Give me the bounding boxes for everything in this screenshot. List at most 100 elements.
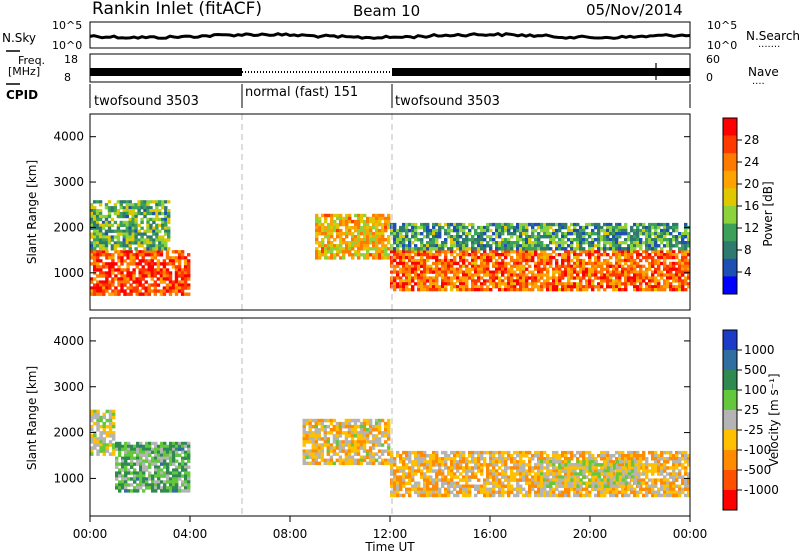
heatmap-cell xyxy=(375,256,379,260)
heatmap-cell xyxy=(636,241,640,245)
heatmap-cell xyxy=(663,267,667,271)
heatmap-cell xyxy=(377,443,382,447)
heatmap-cell xyxy=(474,484,478,488)
heatmap-cell xyxy=(149,244,153,248)
heatmap-cell xyxy=(525,450,529,455)
heatmap-cell xyxy=(492,241,496,245)
heatmap-cell xyxy=(369,247,373,251)
heatmap-cell xyxy=(93,277,97,281)
heatmap-cell xyxy=(630,250,634,254)
cpid-label: CPID xyxy=(6,88,38,102)
heatmap-cell xyxy=(402,222,406,227)
heatmap-cell xyxy=(678,457,682,461)
heatmap-cell xyxy=(504,264,508,268)
heatmap-cell xyxy=(480,241,484,245)
heatmap-cell xyxy=(166,474,170,478)
heatmap-cell xyxy=(408,490,412,495)
heatmap-cell xyxy=(187,268,191,272)
heatmap-cell xyxy=(507,457,511,461)
heatmap-cell xyxy=(516,282,520,286)
heatmap-cell xyxy=(308,437,312,441)
heatmap-cell xyxy=(516,228,520,233)
heatmap-cell xyxy=(405,285,409,289)
heatmap-cell xyxy=(105,256,109,260)
heatmap-cell xyxy=(552,250,556,254)
heatmap-cell xyxy=(160,468,164,472)
heatmap-cell xyxy=(381,253,385,257)
heatmap-cell xyxy=(489,253,493,257)
heatmap-cell xyxy=(378,241,382,245)
heatmap-cell xyxy=(429,493,433,498)
heatmap-cell xyxy=(148,474,152,478)
heatmap-cell xyxy=(618,463,622,467)
heatmap-cell xyxy=(150,253,154,257)
heatmap-cell xyxy=(108,415,113,420)
heatmap-cell xyxy=(371,440,376,444)
heatmap-cell xyxy=(663,261,667,266)
heatmap-cell xyxy=(606,450,610,455)
heatmap-cell xyxy=(168,280,173,284)
colorbar-block xyxy=(723,135,737,154)
heatmap-cell xyxy=(95,238,100,242)
heatmap-cell xyxy=(354,213,358,218)
heatmap-cell xyxy=(371,455,376,459)
heatmap-cell xyxy=(681,288,685,292)
heatmap-cell xyxy=(426,222,430,227)
heatmap-cell xyxy=(323,440,327,444)
heatmap-cell xyxy=(588,273,592,277)
heatmap-cell xyxy=(122,223,126,227)
heatmap-cell xyxy=(513,258,517,263)
heatmap-cell xyxy=(585,270,589,274)
heatmap-cell xyxy=(591,232,595,236)
heatmap-cell xyxy=(336,216,340,221)
heatmap-cell xyxy=(438,270,442,274)
heatmap-cell xyxy=(651,478,655,482)
heatmap-cell xyxy=(339,219,343,224)
heatmap-cell xyxy=(654,282,658,286)
heatmap-cell xyxy=(501,225,505,230)
heatmap-cell xyxy=(315,250,319,254)
heatmap-cell xyxy=(465,469,469,473)
heatmap-cell xyxy=(402,261,406,266)
heatmap-cell xyxy=(435,261,439,266)
heatmap-cell xyxy=(582,450,586,455)
heatmap-cell xyxy=(687,264,691,268)
heatmap-cell xyxy=(163,471,167,475)
heatmap-cell xyxy=(411,487,415,492)
heatmap-cell xyxy=(414,472,418,476)
heatmap-cell xyxy=(438,267,442,271)
heatmap-cell xyxy=(618,279,622,283)
heatmap-cell xyxy=(543,261,547,266)
heatmap-cell xyxy=(372,256,376,260)
heatmap-cell xyxy=(501,258,505,263)
heatmap-cell xyxy=(519,253,523,257)
heatmap-cell xyxy=(378,256,382,260)
heatmap-cell xyxy=(359,431,364,435)
heatmap-cell xyxy=(603,472,607,476)
heatmap-cell xyxy=(399,288,403,292)
heatmap-cell xyxy=(660,253,664,257)
heatmap-cell xyxy=(405,457,409,461)
heatmap-cell xyxy=(654,463,658,467)
heatmap-cell xyxy=(687,282,691,286)
heatmap-cell xyxy=(174,274,179,278)
heatmap-cell xyxy=(558,466,562,470)
heatmap-cell xyxy=(93,440,97,444)
heatmap-cell xyxy=(350,440,355,444)
heatmap-cell xyxy=(507,261,511,266)
heatmap-cell xyxy=(513,282,517,286)
heatmap-cell xyxy=(669,285,673,289)
heatmap-cell xyxy=(513,270,517,274)
heatmap-cell xyxy=(582,241,586,245)
heatmap-cell xyxy=(399,475,403,479)
heatmap-cell xyxy=(426,285,430,289)
heatmap-cell xyxy=(519,288,523,292)
heatmap-cell xyxy=(141,277,145,281)
heatmap-cell xyxy=(130,462,134,466)
heatmap-cell xyxy=(558,463,562,467)
heatmap-cell xyxy=(570,484,574,488)
heatmap-cell xyxy=(603,228,607,233)
heatmap-cell xyxy=(627,238,631,242)
heatmap-cell xyxy=(642,454,646,458)
heatmap-cell xyxy=(546,261,550,266)
